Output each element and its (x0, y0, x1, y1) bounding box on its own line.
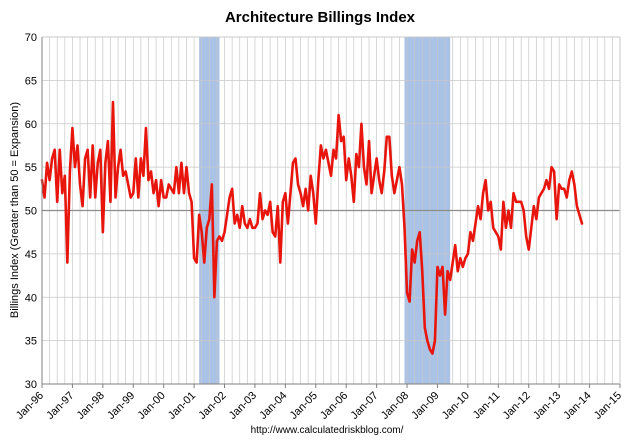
y-tick-labels: 30 35 40 45 50 55 60 65 70 (25, 32, 37, 391)
x-tick-label: Jan-03 (227, 390, 259, 422)
x-tick-label: Jan-10 (440, 390, 472, 422)
x-tick-label: Jan-07 (348, 390, 380, 422)
x-tick-labels: Jan-96Jan-97Jan-98Jan-99Jan-00Jan-01Jan-… (14, 384, 624, 422)
x-tick-label: Jan-05 (288, 390, 320, 422)
x-tick-label: Jan-08 (379, 390, 411, 422)
axes (41, 36, 621, 385)
x-tick-label: Jan-11 (471, 390, 503, 422)
y-tick-label: 70 (25, 32, 37, 44)
x-tick-label: Jan-02 (196, 390, 228, 422)
x-tick-label: Jan-97 (44, 390, 76, 422)
x-tick-label: Jan-12 (501, 390, 533, 422)
y-tick-label: 40 (25, 292, 37, 304)
y-tick-label: 65 (25, 75, 37, 87)
y-axis-label: Billings Index (Greater than 50 = Expans… (9, 102, 21, 318)
x-tick-label: Jan-98 (75, 390, 107, 422)
x-tick-label: Jan-04 (257, 390, 289, 422)
y-tick-label: 30 (25, 379, 37, 391)
y-tick-label: 55 (25, 162, 37, 174)
x-tick-label: Jan-06 (318, 390, 350, 422)
series-line-1 (40, 100, 584, 355)
series-lines (40, 100, 584, 355)
x-tick-label: Jan-09 (409, 390, 441, 422)
y-tick-label: 50 (25, 206, 37, 218)
y-tick-label: 45 (25, 249, 37, 261)
source-url: http://www.calculatedriskblog.com/ (251, 425, 404, 436)
x-tick-label: Jan-14 (561, 390, 593, 422)
x-tick-label: Jan-13 (531, 390, 563, 422)
x-tick-label: Jan-15 (592, 390, 624, 422)
x-tick-label: Jan-01 (166, 390, 198, 422)
y-tick-label: 60 (25, 119, 37, 131)
x-tick-label: Jan-96 (14, 390, 46, 422)
chart-title: Architecture Billings Index (225, 9, 416, 26)
x-tick-label: Jan-00 (136, 390, 168, 422)
x-tick-label: Jan-99 (105, 390, 137, 422)
y-tick-label: 35 (25, 336, 37, 348)
